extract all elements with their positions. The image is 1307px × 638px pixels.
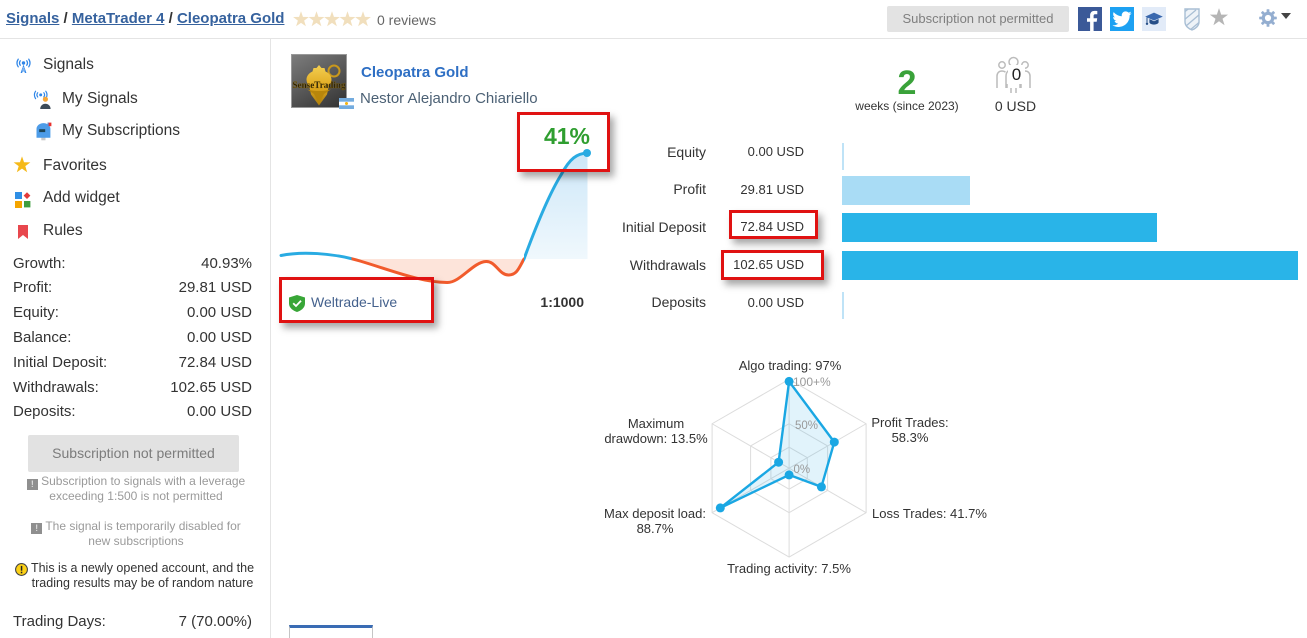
svg-text:SenseTrading: SenseTrading xyxy=(293,80,347,90)
